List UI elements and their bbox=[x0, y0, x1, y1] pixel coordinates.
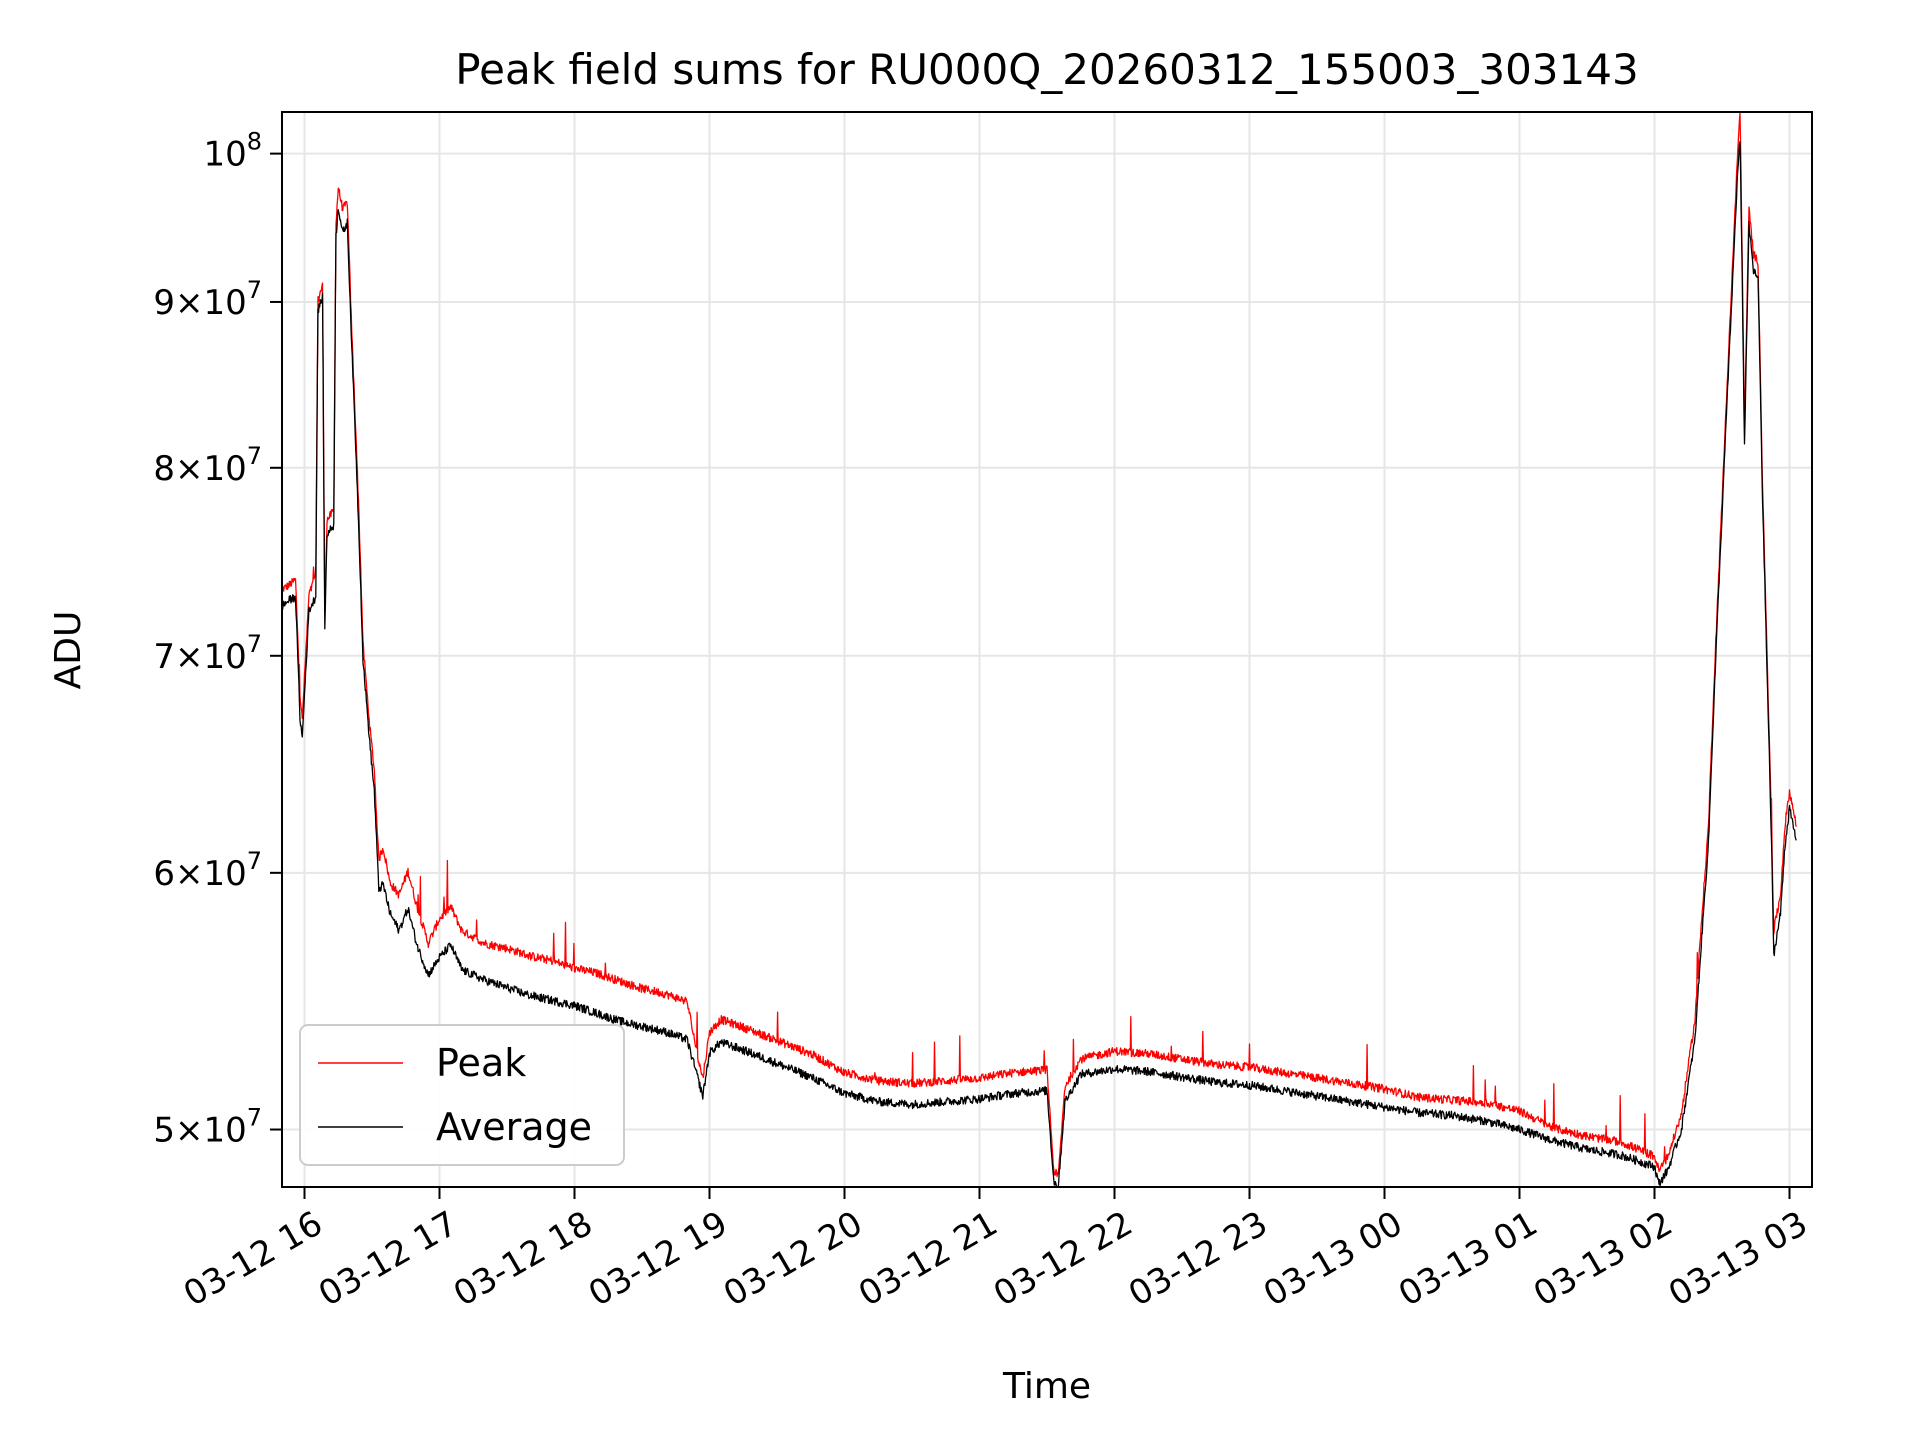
legend: Peak Average bbox=[299, 1024, 625, 1166]
legend-box bbox=[299, 1024, 625, 1166]
x-axis-label: Time bbox=[1002, 1366, 1091, 1407]
series-line-average bbox=[281, 140, 1797, 1188]
y-tick-label: 6×107 bbox=[153, 847, 262, 894]
plot-frame bbox=[281, 111, 1813, 1188]
y-tick-label: 8×107 bbox=[153, 442, 262, 489]
grid bbox=[282, 112, 1812, 1187]
series-line-peak bbox=[281, 112, 1797, 1178]
y-tick-label: 5×107 bbox=[153, 1104, 262, 1151]
y-axis-label: ADU bbox=[48, 611, 89, 690]
chart-title: Peak field sums for RU000Q_20260312_1550… bbox=[455, 45, 1638, 94]
legend-label-peak: Peak bbox=[436, 1041, 526, 1085]
legend-label-average: Average bbox=[436, 1105, 592, 1149]
y-tick-label: 7×107 bbox=[153, 630, 262, 677]
series-lines bbox=[281, 112, 1797, 1188]
y-tick-label: 9×107 bbox=[153, 276, 262, 323]
